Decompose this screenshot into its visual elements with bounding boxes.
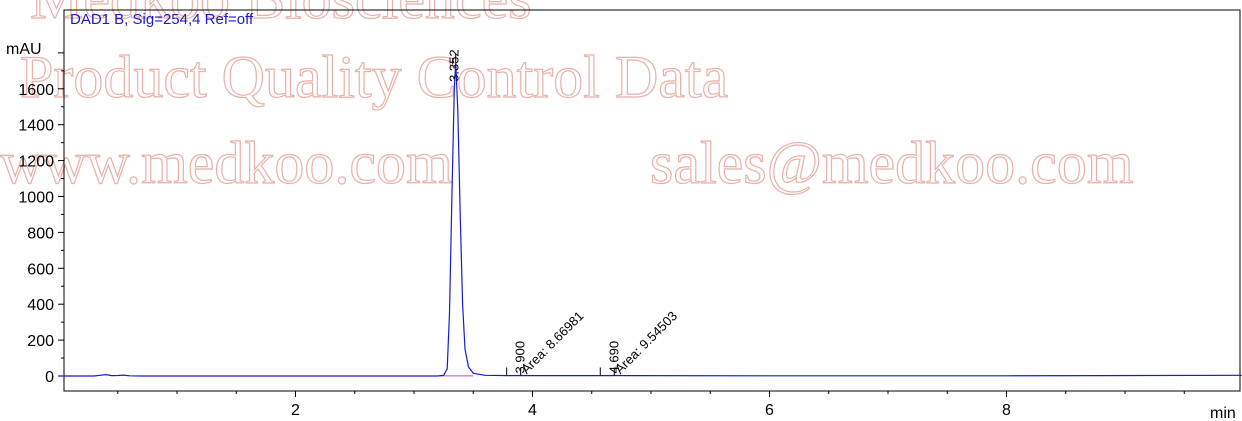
x-tick-label: 4 xyxy=(528,402,537,419)
y-axis-label: mAU xyxy=(6,41,42,58)
y-tick-label: 1200 xyxy=(18,154,54,171)
watermark-line3a: www.medkoo.com xyxy=(0,130,453,196)
peak-rt-label: 3.900 xyxy=(513,341,528,374)
series-group xyxy=(58,61,1242,377)
peak-area-label: Area: 9.54503 xyxy=(612,308,680,376)
y-tick-label: 400 xyxy=(27,297,54,314)
y-tick-label: 1000 xyxy=(18,190,54,207)
y-tick-label: 1600 xyxy=(18,82,54,99)
series-line xyxy=(58,61,1242,377)
watermark-line3b: sales@medkoo.com xyxy=(650,130,1134,196)
chart-title: DAD1 B, Sig=254,4 Ref=off xyxy=(70,11,254,28)
peak-rt-label: 3.352 xyxy=(447,49,462,82)
watermark-line1: Medkoo Biosciences xyxy=(30,0,532,31)
y-tick-label: 1400 xyxy=(18,118,54,135)
peak-area-label: Area: 8.66981 xyxy=(518,308,586,376)
plot-frame xyxy=(63,9,1241,392)
y-tick-label: 0 xyxy=(45,369,54,386)
watermark: Medkoo Biosciences Product Quality Contr… xyxy=(0,0,1134,197)
y-tick-label: 200 xyxy=(27,333,54,350)
axes: 0 200 400 600 800 1000 1200 1400 1600 2 4 6 8 xyxy=(18,52,1185,419)
y-tick-label: 600 xyxy=(27,261,54,278)
y-tick-label: 800 xyxy=(27,225,54,242)
x-tick-label: 8 xyxy=(1002,402,1011,419)
x-axis-label: min xyxy=(1210,405,1236,421)
watermark-line2: Product Quality Control Data xyxy=(20,44,728,110)
x-tick-label: 2 xyxy=(291,402,300,419)
x-tick-label: 6 xyxy=(765,402,774,419)
peak-rt-label: 4.690 xyxy=(606,341,621,374)
